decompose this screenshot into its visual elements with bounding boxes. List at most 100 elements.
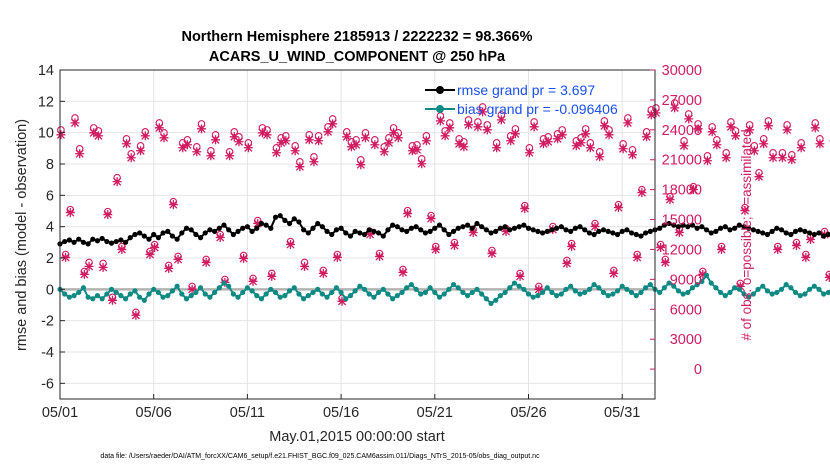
rmse-point <box>193 231 199 238</box>
obs-assimilated-point <box>604 130 614 140</box>
obs-assimilated-point <box>360 133 370 143</box>
obs-assimilated-point <box>768 153 778 163</box>
x-tick-label: 05/26 <box>510 405 546 421</box>
bias-point <box>202 291 208 297</box>
rmse-point <box>539 230 546 236</box>
rmse-point <box>315 220 321 227</box>
obs-assimilated-point <box>93 131 103 141</box>
rmse-point <box>319 224 325 230</box>
bias-point <box>305 293 311 299</box>
rmse-point <box>483 227 489 233</box>
rmse-point <box>661 222 667 228</box>
bias-point <box>661 285 667 291</box>
rmse-point <box>174 236 180 242</box>
bias-point <box>268 286 274 292</box>
obs-assimilated-point <box>187 284 197 294</box>
rmse-point <box>371 228 377 234</box>
y-tick-label: -4 <box>41 345 54 361</box>
bias-point <box>240 289 246 296</box>
obs-assimilated-point <box>229 132 239 142</box>
rmse-point <box>474 220 480 227</box>
rmse-point <box>436 222 443 228</box>
rmse-point <box>675 224 682 230</box>
rmse-point <box>760 230 766 236</box>
y-right-tick-label: 0 <box>694 362 702 378</box>
rmse-point <box>596 228 602 234</box>
bias-point <box>399 289 405 296</box>
obs-assimilated-point <box>379 147 389 157</box>
rmse-point <box>183 225 190 231</box>
bias-point <box>703 272 710 278</box>
obs-assimilated-point <box>665 195 675 205</box>
obs-assimilated-point <box>613 203 623 213</box>
obs-assimilated-point <box>309 157 319 167</box>
bias-point <box>244 285 251 291</box>
obs-assimilated-point <box>117 244 127 254</box>
obs-assimilated-point <box>295 162 305 172</box>
obs-assimilated-point <box>628 150 638 160</box>
rmse-point <box>188 227 194 233</box>
x-tick-label: 05/11 <box>230 405 265 421</box>
y-right-tick-label: 6000 <box>670 302 702 318</box>
rmse-point <box>469 225 475 231</box>
bias-point <box>282 293 288 299</box>
obs-assimilated-point <box>300 261 310 271</box>
bias-point <box>675 288 682 294</box>
bias-point <box>113 289 119 296</box>
y-tick-label: 8 <box>46 157 54 173</box>
bias-point <box>568 283 574 289</box>
bias-point <box>394 293 400 299</box>
obs-assimilated-point <box>168 200 178 210</box>
obs-assimilated-point <box>75 149 85 159</box>
rmse-point <box>127 235 133 241</box>
bias-point <box>118 293 124 299</box>
rmse-point <box>811 231 817 238</box>
bias-point <box>488 300 494 307</box>
rmse-point <box>792 228 799 234</box>
obs-assimilated-point <box>173 254 183 264</box>
x-tick-label: 05/16 <box>323 405 359 421</box>
rmse-point <box>258 220 265 227</box>
rmse-point <box>380 233 386 239</box>
rmse-point <box>160 230 166 236</box>
bias-point <box>404 285 410 291</box>
obs-assimilated-point <box>412 145 422 155</box>
obs-assimilated-point <box>557 130 567 140</box>
y-tick-label: 12 <box>38 94 54 110</box>
rmse-point <box>254 225 260 231</box>
obs-assimilated-point <box>201 257 211 267</box>
y-tick-label: 2 <box>46 251 54 267</box>
obs-assimilated-point <box>576 138 586 148</box>
rmse-point <box>521 222 527 228</box>
rmse-point <box>507 227 513 233</box>
bias-point <box>408 282 414 288</box>
x-tick-label: 05/01 <box>42 405 78 421</box>
obs-assimilated-point <box>98 262 108 272</box>
obs-assimilated-point <box>660 257 670 267</box>
y-tick-label: 6 <box>46 188 54 204</box>
obs-assimilated-point <box>787 155 797 165</box>
rmse-point <box>741 224 747 230</box>
obs-assimilated-point <box>159 133 169 143</box>
rmse-point <box>324 228 330 234</box>
rmse-point <box>286 220 293 227</box>
obs-assimilated-point <box>346 142 356 152</box>
obs-assimilated-point <box>702 156 712 166</box>
bias-point <box>146 291 152 297</box>
bias-point <box>286 288 293 294</box>
rmse-point <box>118 237 124 243</box>
x-tick-label: 05/21 <box>417 405 453 421</box>
bias-point <box>90 296 96 302</box>
axes-frame <box>59 69 656 400</box>
rmse-point <box>244 224 251 230</box>
obs-assimilated-point <box>70 118 80 128</box>
bias-point <box>582 289 588 296</box>
obs-assimilated-point <box>707 127 717 137</box>
rmse-point <box>230 231 236 238</box>
rmse-point <box>441 227 447 233</box>
obs-assimilated-point <box>140 131 150 141</box>
rmse-point <box>821 233 827 239</box>
rmse-point <box>717 225 724 231</box>
rmse-point <box>624 227 630 233</box>
rmse-point <box>66 237 72 243</box>
